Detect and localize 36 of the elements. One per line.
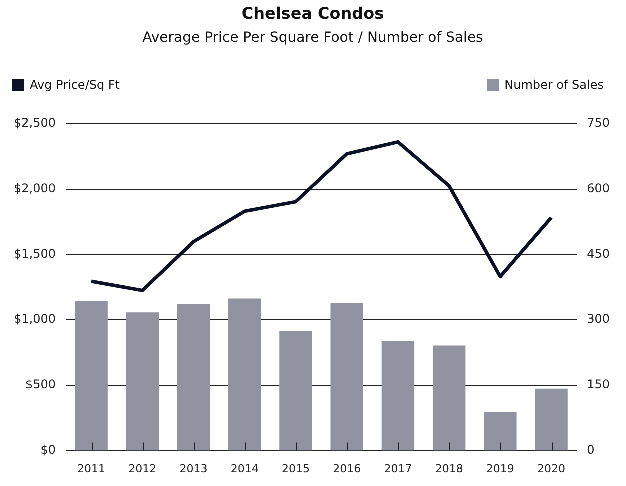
y-tick-label: $1,500 (14, 246, 56, 261)
legend-label: Number of Sales (504, 78, 604, 92)
bar (330, 303, 364, 451)
x-tick-label: 2019 (486, 462, 514, 476)
y2-tick-label: 0 (587, 442, 595, 457)
x-tick-label: 2020 (538, 462, 566, 476)
bar (535, 388, 568, 451)
bar (484, 412, 517, 451)
x-tick-label: 2014 (230, 462, 259, 476)
x-tick-label: 2016 (333, 462, 362, 476)
bar (228, 298, 262, 451)
y-tick-label: $2,500 (14, 116, 56, 130)
bar (75, 301, 108, 451)
y2-tick-label: 750 (587, 116, 610, 130)
x-tick-label: 2017 (384, 462, 412, 476)
x-tick-label: 2012 (128, 462, 157, 476)
bar (126, 312, 160, 451)
y-tick-label: $1,000 (14, 312, 56, 326)
x-tick-label: 2015 (282, 462, 310, 476)
chart-title: Chelsea Condos (240, 4, 386, 23)
bar (382, 340, 415, 451)
bar (280, 330, 312, 451)
y-tick-label: $500 (25, 378, 56, 392)
y2-tick-label: 450 (587, 246, 610, 261)
y-tick-label: $0 (40, 442, 56, 457)
x-tick-label: 2018 (435, 462, 464, 476)
bar (432, 346, 466, 451)
chart-subtitle: Average Price Per Square Foot / Number of Sales (142, 30, 484, 46)
bar (177, 304, 210, 451)
y-tick-label: $2,000 (14, 181, 56, 196)
x-tick-label: 2011 (78, 462, 106, 476)
y2-tick-label: 600 (587, 181, 610, 196)
y2-tick-label: 300 (587, 312, 610, 326)
y2-tick-label: 150 (587, 378, 610, 392)
legend-label: Avg Price/Sq Ft (30, 78, 120, 92)
x-tick-label: 2013 (180, 462, 208, 476)
